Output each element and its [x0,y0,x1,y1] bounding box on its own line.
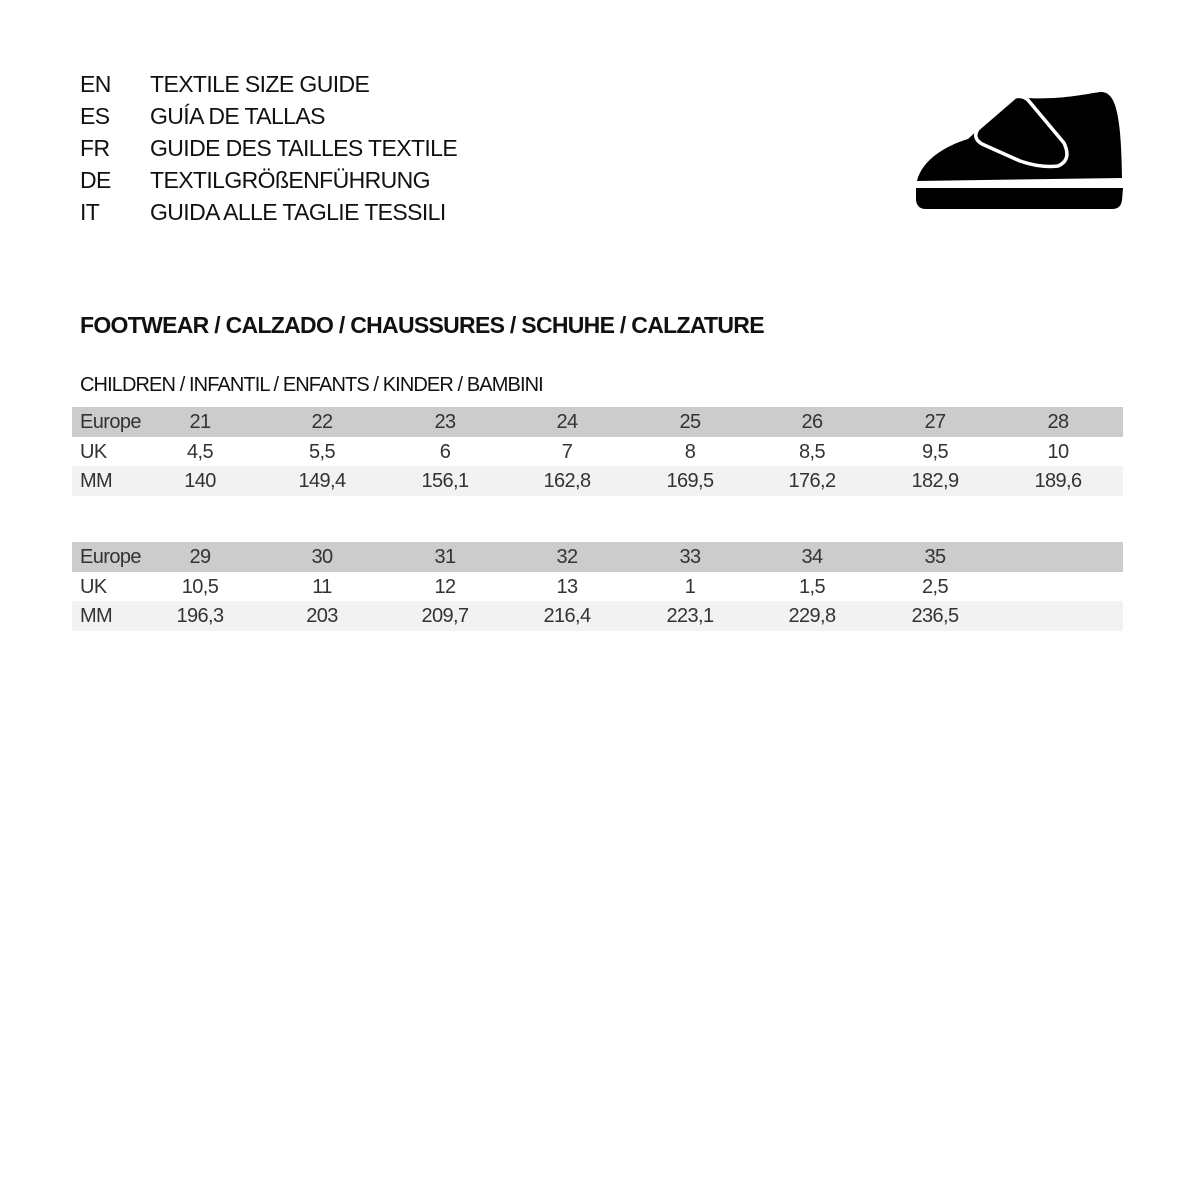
table-cell: 26 [801,411,823,433]
table-cell: 1 [684,575,696,598]
table-cell: 29 [189,546,211,568]
table-cell: 189,6 [1034,470,1082,492]
table-cell: 28 [1047,411,1069,433]
table-cell: 162,8 [543,470,591,492]
size-table-1: Europe 21 22 23 24 25 26 27 28 UK 4,5 5,5 6 7 8 8,5 9,5 1… [72,407,1123,496]
table-row: Europe 21 22 23 24 25 26 27 28 [72,407,1123,437]
table-row: MM 196,3 203 209,7 216,4 223,1 229,8 236,5 [72,601,1123,631]
table-cell: 12 [434,575,456,598]
table-cell: 8 [684,440,696,463]
language-code: DE [80,167,111,193]
table-row: UK 4,5 5,5 6 7 8 8,5 9,5 10 [72,436,1123,466]
table-row: MM 140 149,4 156,1 162,8 169,5 176,2 182,9 189,6 [72,466,1123,496]
title-text: GUÍA DE TALLAS [150,103,325,129]
language-code: EN [80,71,111,97]
title-row: DE TEXTILGRÖßENFÜHRUNG [80,166,457,198]
title-text: TEXTILE SIZE GUIDE [150,71,370,97]
size-table-2: Europe 29 30 31 32 33 34 35 UK 10,5 11 12 13 1 1,5 2,5 M… [72,542,1123,631]
table-cell: 149,4 [298,470,346,492]
table-cell: 10,5 [181,575,219,598]
table-cell: 182,9 [911,470,959,492]
table-cell: 156,1 [421,470,469,492]
table-cell: 209,7 [421,605,469,627]
table-cell: 25 [679,411,701,433]
table-cell: 24 [556,411,578,433]
table-cell: 2,5 [921,575,949,598]
table-cell: 9,5 [921,440,949,463]
table-cell: 5,5 [308,440,336,463]
table-cell: 27 [924,411,946,433]
row-label: MM [80,605,113,627]
table-cell: 10 [1047,440,1069,463]
table-cell: 236,5 [911,605,959,627]
table-cell: 4,5 [186,440,214,463]
title-text: TEXTILGRÖßENFÜHRUNG [150,167,431,193]
title-text: GUIDA ALLE TAGLIE TESSILI [150,199,446,225]
table-cell: 176,2 [788,470,836,492]
table-cell: 30 [311,546,333,568]
table-cell: 223,1 [666,605,714,627]
table-cell: 21 [189,411,211,433]
table-cell: 8,5 [798,440,826,463]
table-cell: 6 [439,440,451,463]
table-cell: 31 [434,546,456,568]
table-cell: 196,3 [176,605,224,627]
title-row: ES GUÍA DE TALLAS [80,102,457,134]
table-cell: 13 [556,575,578,598]
subsection-title: CHILDREN / INFANTIL / ENFANTS / KINDER /… [80,374,544,396]
table-cell: 229,8 [788,605,836,627]
table-cell: 32 [556,546,578,568]
table-cell: 203 [306,605,338,627]
title-row: IT GUIDA ALLE TAGLIE TESSILI [80,198,457,230]
language-code: IT [80,199,100,225]
row-label: UK [80,575,107,598]
title-text: GUIDE DES TAILLES TEXTILE [150,135,458,161]
table-cell: 216,4 [543,605,591,627]
row-label: UK [80,440,107,463]
table-cell: 140 [184,470,216,492]
table-cell: 1,5 [798,575,826,598]
table-cell: 35 [924,546,946,568]
kids-shoe-icon [916,91,1123,209]
table-cell: 11 [312,575,332,598]
row-label: Europe [80,411,142,433]
table-row: UK 10,5 11 12 13 1 1,5 2,5 [72,571,1123,601]
language-code: FR [80,135,110,161]
table-cell: 7 [561,440,573,463]
language-code: ES [80,103,110,129]
language-titles: EN TEXTILE SIZE GUIDE ES GUÍA DE TALLAS FR GU… [80,70,458,230]
row-label: MM [80,470,113,492]
table-cell: 169,5 [666,470,714,492]
table-cell: 33 [679,546,701,568]
table-row: Europe 29 30 31 32 33 34 35 [72,542,1123,572]
title-row: FR GUIDE DES TAILLES TEXTILE [80,134,458,166]
row-label: Europe [80,546,142,568]
table-cell: 34 [801,546,823,568]
table-cell: 23 [434,411,456,433]
table-cell: 22 [311,411,333,433]
section-title: FOOTWEAR / CALZADO / CHAUSSURES / SCHUHE… [80,312,765,338]
title-row: EN TEXTILE SIZE GUIDE [80,70,457,102]
